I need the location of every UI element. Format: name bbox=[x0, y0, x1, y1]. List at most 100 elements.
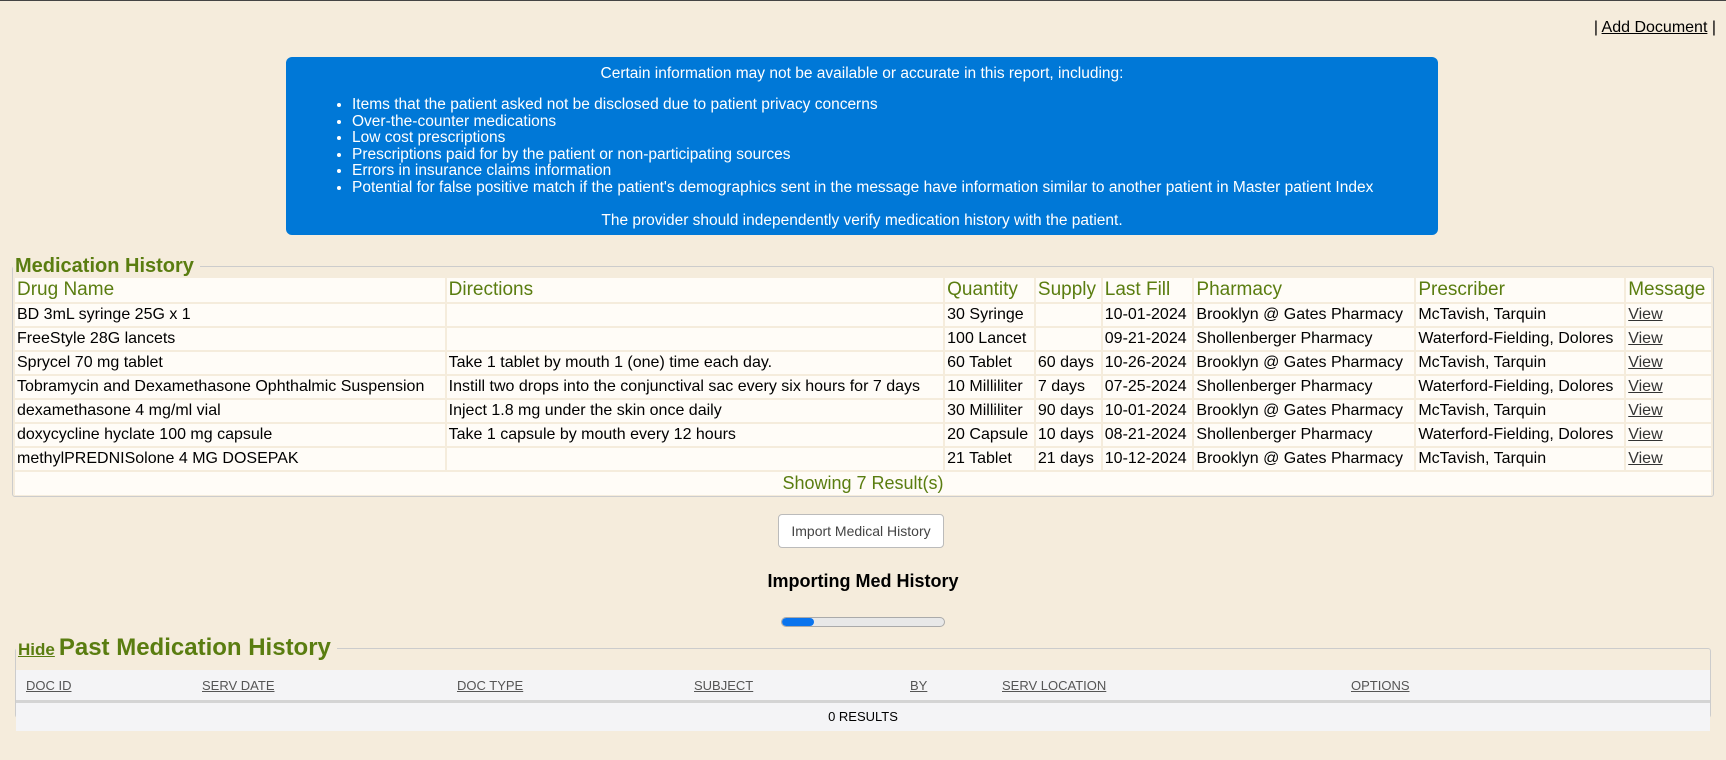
cell: 20 Capsule bbox=[945, 424, 1034, 446]
view-message-link[interactable]: View bbox=[1628, 426, 1663, 443]
sort-column-link[interactable]: BY bbox=[910, 677, 928, 693]
cell: 10-12-2024 bbox=[1102, 448, 1193, 470]
table-row: Sprycel 70 mg tablet Take 1 tablet by mou… bbox=[15, 352, 1711, 374]
cell bbox=[1035, 304, 1101, 326]
cell: 10 Milliliter bbox=[945, 376, 1034, 398]
cell: 10-01-2024 bbox=[1102, 400, 1193, 422]
notice-item: Potential for false positive match if th… bbox=[352, 179, 1438, 197]
sort-column-link[interactable]: DOC ID bbox=[26, 677, 72, 693]
cell: 10-26-2024 bbox=[1102, 352, 1193, 374]
cell: 7 days bbox=[1035, 376, 1101, 398]
cell: BD 3mL syringe 25G x 1 bbox=[15, 304, 445, 326]
view-message-link[interactable]: View bbox=[1628, 306, 1663, 323]
section-title: Hide Past Medication History bbox=[16, 634, 337, 662]
cell: McTavish, Tarquin bbox=[1416, 304, 1625, 326]
past-table-header: DOC ID SERV DATE DOC TYPE SUBJECT BY SERV LOC… bbox=[16, 670, 1710, 703]
cell: McTavish, Tarquin bbox=[1416, 400, 1625, 422]
results-count: Showing 7 Result(s) bbox=[15, 472, 1711, 495]
progress-fill bbox=[782, 618, 815, 626]
cell bbox=[446, 328, 944, 350]
cell: 90 days bbox=[1035, 400, 1101, 422]
sort-column-link[interactable]: SERV LOCATION bbox=[1002, 677, 1107, 693]
past-results-count: 0 RESULTS bbox=[16, 703, 1710, 731]
separator: | bbox=[1593, 19, 1598, 36]
medication-table: Drug Name Directions Quantity Supply Last Fi… bbox=[13, 276, 1713, 497]
cell: 10-01-2024 bbox=[1102, 304, 1193, 326]
notice-item: Prescriptions paid for by the patient or… bbox=[352, 146, 1438, 164]
column-header: Drug Name bbox=[15, 278, 445, 302]
import-progress-bar bbox=[781, 617, 945, 627]
past-medication-history-section: Hide Past Medication History DOC ID SERV D… bbox=[15, 634, 1711, 731]
cell: dexamethasone 4 mg/ml vial bbox=[15, 400, 445, 422]
table-row: BD 3mL syringe 25G x 1 30 Syringe 10-01-20… bbox=[15, 304, 1711, 326]
cell: McTavish, Tarquin bbox=[1416, 448, 1625, 470]
table-row: doxycycline hyclate 100 mg capsule Take 1… bbox=[15, 424, 1711, 446]
table-row: methylPREDNISolone 4 MG DOSEPAK 21 Tablet… bbox=[15, 448, 1711, 470]
table-row: Tobramycin and Dexamethasone Ophthalmic … bbox=[15, 376, 1711, 398]
import-medical-history-button[interactable]: Import Medical History bbox=[778, 514, 944, 548]
past-title: Past Medication History bbox=[58, 634, 331, 661]
cell: View bbox=[1626, 376, 1711, 398]
cell: Take 1 capsule by mouth every 12 hours bbox=[446, 424, 944, 446]
view-message-link[interactable]: View bbox=[1628, 450, 1663, 467]
cell: McTavish, Tarquin bbox=[1416, 352, 1625, 374]
cell: Brooklyn @ Gates Pharmacy bbox=[1194, 352, 1415, 374]
section-title: Medication History bbox=[15, 255, 194, 277]
cell: 30 Milliliter bbox=[945, 400, 1034, 422]
column-header: Pharmacy bbox=[1194, 278, 1415, 302]
cell: Shollenberger Pharmacy bbox=[1194, 328, 1415, 350]
column-header: Last Fill bbox=[1102, 278, 1193, 302]
cell: Waterford-Fielding, Dolores bbox=[1416, 328, 1625, 350]
importing-label: Importing Med History bbox=[767, 571, 959, 591]
column-header: Message bbox=[1626, 278, 1711, 302]
cell: Take 1 tablet by mouth 1 (one) time each… bbox=[446, 352, 944, 374]
add-document-link[interactable]: Add Document bbox=[1601, 19, 1708, 36]
sort-column-link[interactable]: SERV DATE bbox=[202, 677, 275, 693]
cell: 21 Tablet bbox=[945, 448, 1034, 470]
cell: View bbox=[1626, 424, 1711, 446]
cell: View bbox=[1626, 352, 1711, 374]
cell bbox=[446, 304, 944, 326]
cell: Shollenberger Pharmacy bbox=[1194, 376, 1415, 398]
cell: Inject 1.8 mg under the skin once daily bbox=[446, 400, 944, 422]
view-message-link[interactable]: View bbox=[1628, 330, 1663, 347]
cell: 100 Lancet bbox=[945, 328, 1034, 350]
column-header: Prescriber bbox=[1416, 278, 1625, 302]
separator: | bbox=[1711, 19, 1716, 36]
notice-item: Over-the-counter medications bbox=[352, 113, 1438, 131]
hide-link[interactable]: Hide bbox=[18, 640, 55, 659]
column-header: Directions bbox=[446, 278, 944, 302]
view-message-link[interactable]: View bbox=[1628, 402, 1663, 419]
cell: Shollenberger Pharmacy bbox=[1194, 424, 1415, 446]
notice-item: Errors in insurance claims information bbox=[352, 162, 1438, 180]
notice-intro: Certain information may not be available… bbox=[600, 65, 1124, 82]
medication-history-section: Medication History Drug Name Directions Qu… bbox=[12, 255, 1714, 497]
notice-list: Items that the patient asked not be disc… bbox=[286, 96, 1438, 197]
cell: Sprycel 70 mg tablet bbox=[15, 352, 445, 374]
cell: Brooklyn @ Gates Pharmacy bbox=[1194, 448, 1415, 470]
column-header: Quantity bbox=[945, 278, 1034, 302]
cell: Instill two drops into the conjunctival … bbox=[446, 376, 944, 398]
cell: 08-21-2024 bbox=[1102, 424, 1193, 446]
cell: View bbox=[1626, 400, 1711, 422]
cell bbox=[446, 448, 944, 470]
cell: View bbox=[1626, 304, 1711, 326]
sort-column-link[interactable]: OPTIONS bbox=[1351, 677, 1410, 693]
notice-footer: The provider should independently verify… bbox=[601, 212, 1123, 229]
view-message-link[interactable]: View bbox=[1628, 378, 1663, 395]
cell: 09-21-2024 bbox=[1102, 328, 1193, 350]
cell: Brooklyn @ Gates Pharmacy bbox=[1194, 400, 1415, 422]
cell: doxycycline hyclate 100 mg capsule bbox=[15, 424, 445, 446]
table-row: FreeStyle 28G lancets 100 Lancet 09-21-202… bbox=[15, 328, 1711, 350]
cell: Waterford-Fielding, Dolores bbox=[1416, 424, 1625, 446]
cell: 07-25-2024 bbox=[1102, 376, 1193, 398]
sort-column-link[interactable]: SUBJECT bbox=[694, 677, 754, 693]
notice-item: Items that the patient asked not be disc… bbox=[352, 96, 1438, 114]
cell: View bbox=[1626, 328, 1711, 350]
cell: 60 days bbox=[1035, 352, 1101, 374]
cell: FreeStyle 28G lancets bbox=[15, 328, 445, 350]
view-message-link[interactable]: View bbox=[1628, 354, 1663, 371]
cell: Tobramycin and Dexamethasone Ophthalmic … bbox=[15, 376, 445, 398]
cell: Waterford-Fielding, Dolores bbox=[1416, 376, 1625, 398]
sort-column-link[interactable]: DOC TYPE bbox=[457, 677, 524, 693]
